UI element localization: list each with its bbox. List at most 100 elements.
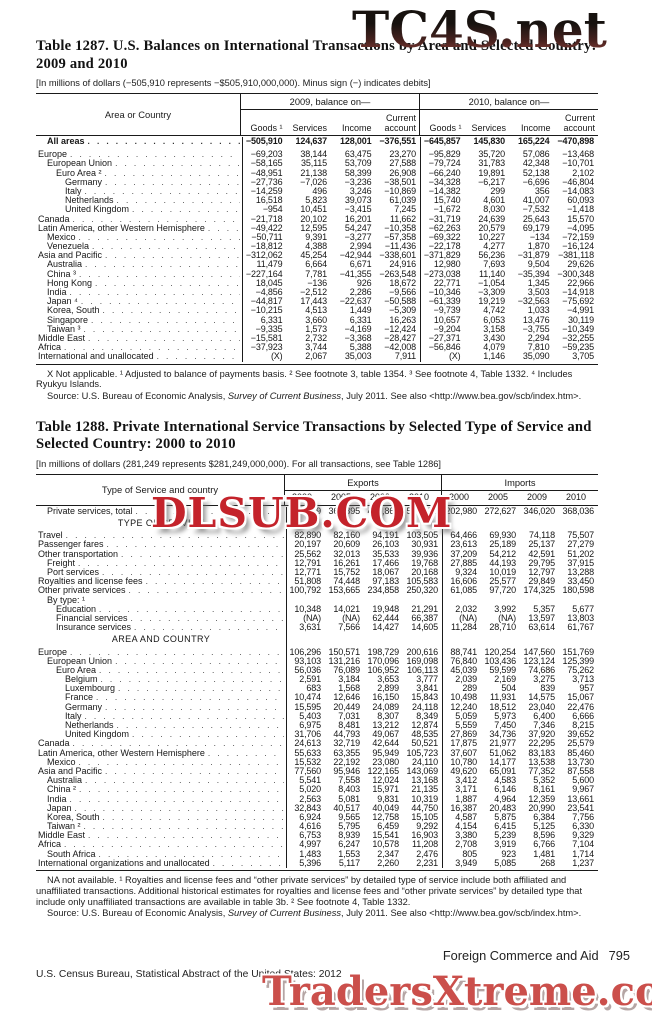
source-publication: Survey of Current Business bbox=[227, 391, 342, 402]
cell: 1,345 bbox=[527, 277, 550, 288]
cell: 6,459 bbox=[377, 821, 399, 832]
cell: 37,607 bbox=[442, 748, 481, 758]
cell: 180,598 bbox=[562, 585, 595, 596]
cell: 8,349 bbox=[416, 710, 438, 721]
cell: 5,117 bbox=[338, 857, 360, 868]
row-label: Netherlands bbox=[65, 721, 114, 731]
cell bbox=[403, 635, 442, 644]
cell: 683 bbox=[286, 684, 325, 694]
column-header: Income bbox=[520, 122, 551, 133]
cell: 12,240 bbox=[442, 702, 481, 712]
cell: 25,577 bbox=[489, 576, 516, 587]
dot-leader: . . . . . . . . . . . . . . . . . . . . … bbox=[118, 684, 284, 694]
table-row: Asia and Pacific. . . . . . . . . . . . … bbox=[36, 765, 598, 777]
dot-leader: . . . . . . . . . . . . . . . . . . . . … bbox=[92, 242, 240, 252]
cell: 7,558 bbox=[338, 775, 360, 786]
row-label-cell: Europe. . . . . . . . . . . . . . . . . … bbox=[36, 150, 242, 159]
table-1288: Type of Service and country Exports 2000 20… bbox=[36, 473, 598, 872]
cell: −14,259 bbox=[242, 186, 287, 197]
row-label-cell: Travel. . . . . . . . . . . . . . . . . … bbox=[36, 531, 286, 540]
column-headers: Goods ¹ Services Income Current account bbox=[241, 110, 419, 135]
row-label-cell: France. . . . . . . . . . . . . . . . . … bbox=[36, 693, 286, 702]
cell: −31,879 bbox=[517, 250, 550, 261]
column-header: 2005 bbox=[330, 492, 352, 503]
cell: 13,538 bbox=[528, 756, 555, 767]
cell: 48,535 bbox=[411, 729, 438, 740]
dot-leader: . . . . . . . . . . . . . . . . . . . . … bbox=[95, 278, 240, 288]
cell: 4,154 bbox=[442, 821, 481, 832]
cell: 82,890 bbox=[286, 531, 325, 541]
table-row: South Africa. . . . . . . . . . . . . . … bbox=[36, 849, 598, 859]
cell: −58,165 bbox=[242, 159, 287, 169]
row-label: China ³ bbox=[47, 269, 77, 279]
dot-leader: . . . . . . . . . . . . . . . . . . . . … bbox=[91, 315, 240, 325]
cell: 60,093 bbox=[567, 195, 594, 206]
cell: 2,294 bbox=[527, 332, 550, 343]
row-label: Private services, total bbox=[47, 506, 133, 516]
table-row: India. . . . . . . . . . . . . . . . . .… bbox=[36, 287, 598, 298]
cell: −136 bbox=[307, 277, 327, 288]
cell: 63,614 bbox=[528, 622, 555, 633]
cell: −50,711 bbox=[242, 232, 287, 243]
dot-leader: . . . . . . . . . . . . . . . . . . . . … bbox=[145, 577, 284, 587]
cell: −6,696 bbox=[522, 176, 550, 187]
table-row: International organizations and unalloca… bbox=[36, 857, 598, 869]
cell: 95,946 bbox=[333, 765, 360, 776]
cell: 35,115 bbox=[301, 158, 327, 169]
column-header: Goods ¹ bbox=[429, 122, 462, 133]
row-label-cell: United Kingdom. . . . . . . . . . . . . … bbox=[36, 205, 242, 214]
cell: −22,178 bbox=[420, 241, 465, 252]
cell: 22,771 bbox=[420, 278, 465, 288]
cell: −32,563 bbox=[517, 296, 550, 307]
cell: 23,040 bbox=[528, 701, 555, 712]
row-label: European Union bbox=[47, 159, 113, 169]
cell: 20,990 bbox=[528, 802, 555, 813]
row-label-cell: Latin America, other Western Hemisphere.… bbox=[36, 224, 242, 233]
table-body: All areas. . . . . . . . . . . . . . . .… bbox=[36, 136, 598, 364]
source-text: Source: U.S. Bureau of Economic Analysis… bbox=[47, 908, 228, 919]
row-label-cell: Asia and Pacific. . . . . . . . . . . . … bbox=[36, 767, 286, 776]
row-label: France bbox=[65, 693, 94, 703]
cell: −7,532 bbox=[522, 204, 550, 215]
cell: 97,720 bbox=[489, 585, 516, 596]
cell: 25,189 bbox=[489, 539, 516, 550]
cell: 10,474 bbox=[286, 693, 325, 703]
row-label-cell: Canada. . . . . . . . . . . . . . . . . … bbox=[36, 215, 242, 224]
cell: 289 bbox=[442, 684, 481, 694]
row-label-cell: China ³. . . . . . . . . . . . . . . . .… bbox=[36, 270, 242, 279]
table-row: France. . . . . . . . . . . . . . . . . … bbox=[36, 693, 598, 703]
cell: 9,391 bbox=[305, 231, 327, 242]
cell: 487,868 bbox=[367, 505, 400, 516]
cell: 27,885 bbox=[442, 558, 481, 569]
dot-leader: . . . . . . . . . . . . . . . . . . . . … bbox=[156, 352, 240, 362]
dot-leader: . . . . . . . . . . . . . . . . . . . . … bbox=[132, 205, 240, 215]
table-row: Latin America, other Western Hemisphere.… bbox=[36, 223, 598, 233]
cell: 2,591 bbox=[286, 674, 325, 685]
dot-leader: . . . . . . . . . . . . . . . . . . . . … bbox=[64, 840, 284, 850]
cell: 6,053 bbox=[483, 314, 505, 325]
cell: 49,067 bbox=[372, 729, 399, 740]
cell: −49,422 bbox=[242, 223, 287, 233]
cell: −79,724 bbox=[420, 159, 465, 169]
table-row: Education. . . . . . . . . . . . . . . .… bbox=[36, 603, 598, 614]
cell: 19,891 bbox=[478, 167, 505, 178]
cell: 55,633 bbox=[286, 748, 325, 758]
cell: 170,096 bbox=[367, 655, 400, 666]
cell: −9,335 bbox=[242, 324, 287, 334]
cell: 20,102 bbox=[300, 213, 327, 224]
dot-leader: . . . . . . . . . . . . . . . . . . . . … bbox=[88, 831, 284, 841]
cell: 6,753 bbox=[286, 831, 325, 841]
cell: 14,021 bbox=[333, 603, 360, 614]
cell: 21,977 bbox=[489, 738, 516, 749]
row-label: Latin America, other Western Hemisphere bbox=[38, 748, 205, 758]
cell: −3,415 bbox=[344, 204, 372, 215]
cell: −27,736 bbox=[242, 177, 287, 187]
cell: 234,858 bbox=[367, 585, 400, 596]
dot-leader: . . . . . . . . . . . . . . . . . . . . … bbox=[121, 549, 284, 559]
cell: 3,430 bbox=[483, 332, 505, 343]
row-label: Belgium bbox=[65, 675, 98, 685]
cell: 10,227 bbox=[478, 231, 505, 242]
cell: 59,599 bbox=[489, 664, 516, 675]
cell: 83,183 bbox=[528, 747, 555, 758]
row-label: Africa bbox=[38, 840, 62, 850]
